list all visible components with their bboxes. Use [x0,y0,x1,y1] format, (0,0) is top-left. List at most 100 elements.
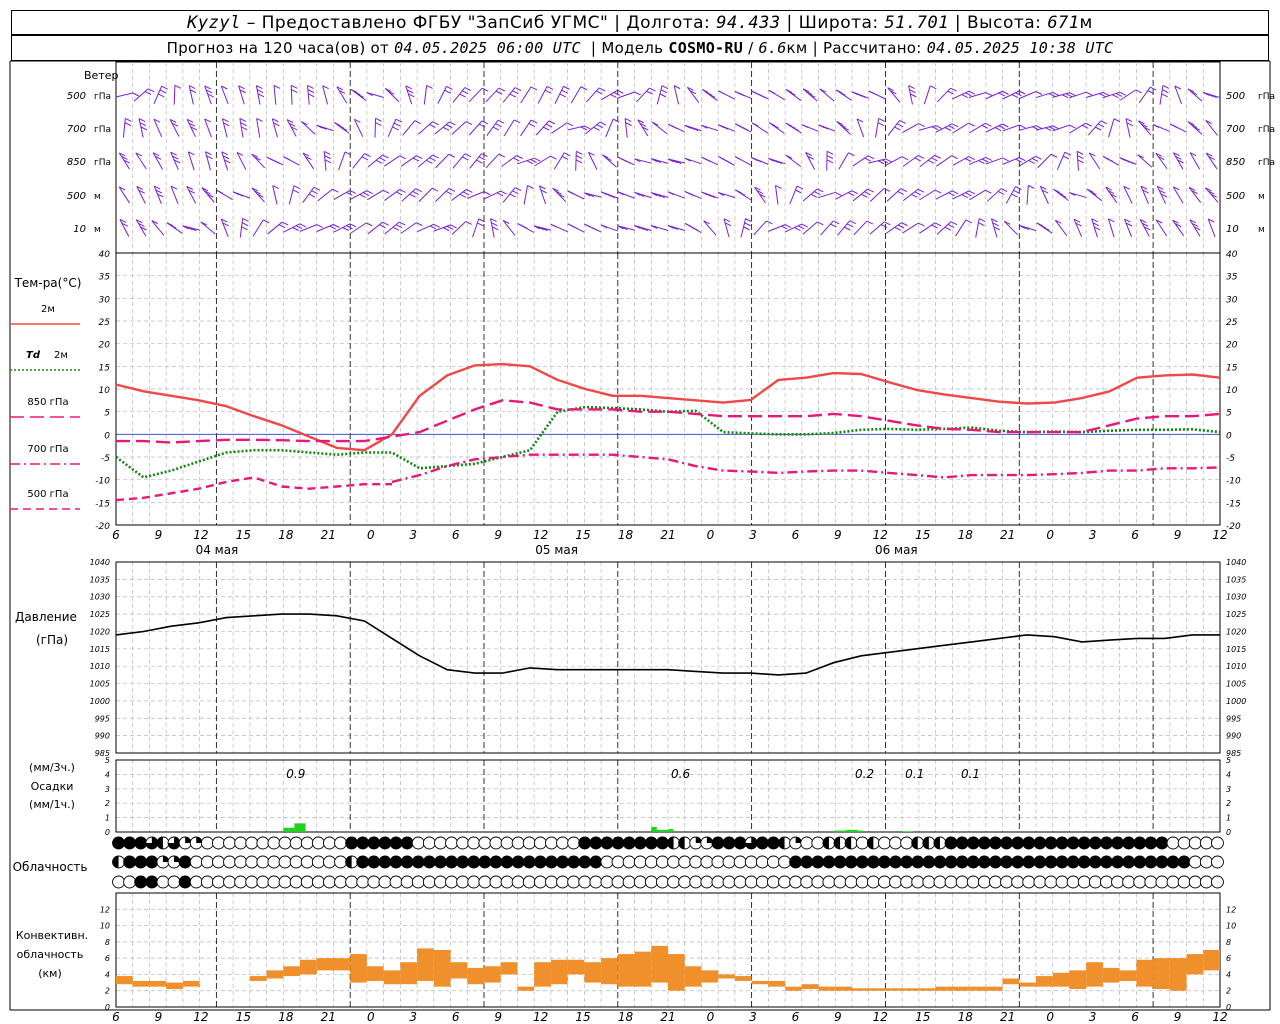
cloud-symbol [556,836,569,850]
wind-barb [1174,85,1183,105]
time-tick: 15 [575,528,590,542]
cloud-symbol [789,855,803,869]
cloud-symbol [1077,836,1091,850]
cloud-symbol [1188,836,1202,850]
cloud-symbol [656,875,669,889]
cloud-symbol [1122,836,1136,850]
wind-barb [387,118,403,138]
wind-barb [374,117,382,138]
cloud-symbol [1033,855,1047,869]
wind-barb [251,187,265,203]
cloud-symbol [844,855,858,869]
wind-barb [1152,124,1170,132]
cloud-symbol [611,836,625,850]
wind-barb [272,185,279,205]
wind-barb [267,221,289,235]
wind-barb [751,157,769,165]
cloud-symbol [955,836,969,850]
wind-barb [1205,152,1218,170]
title-separator: – [246,12,256,33]
wind-barb [170,185,179,205]
wind-barb [255,85,265,105]
cloud-symbol [1166,855,1180,869]
cloud-symbol [800,836,814,850]
time-tick: 12 [1212,528,1227,542]
wind-barb [367,221,389,235]
wind-barb [634,158,652,164]
cloud-symbol [678,875,692,889]
wind-barb [617,225,635,231]
cloud-symbol [933,855,947,869]
cloud-symbol [1066,836,1080,850]
cloud-symbol [722,855,736,869]
wind-barb [768,122,785,134]
wind-barb [740,218,752,238]
wind-barb [969,122,992,134]
convective-bar [534,962,551,987]
wind-barb [887,119,906,136]
wind-barb [1037,153,1058,169]
wind-level-unit-left: гПа [94,92,111,102]
pressure-tick-left: 1040 [90,558,110,567]
time-tick: 18 [278,528,294,542]
cloud-symbol [933,875,947,889]
conv-tick-right: 0 [1226,1003,1231,1012]
convective-bar [433,950,451,987]
wind-barb [182,225,200,232]
wind-barb [118,152,130,170]
cloud-symbol [733,836,747,850]
cloud-symbol [789,836,803,850]
wind-barb [173,84,182,105]
cloud-symbol [1022,836,1036,850]
precip-bar [907,831,914,832]
convective-bar [718,974,735,979]
cloud-symbol [1044,855,1058,869]
wind-barb [919,222,942,234]
convective-bar [484,966,501,983]
wind-barb [416,223,440,233]
wind-barb [1003,220,1018,236]
pressure-tick-right: 1030 [1226,593,1246,602]
wind-barb [220,218,229,238]
cloud-symbol [323,836,336,850]
precip-amount-label: 0.2 [855,767,874,781]
cloud-symbol [345,836,359,850]
wind-barb [1202,91,1221,99]
wind-barb [302,152,315,170]
pressure-title: Давление [15,610,77,624]
time-tick: 3 [1089,528,1097,542]
forecast-label: Прогноз на 120 часа(ов) от [166,39,390,57]
time-tick: 12 [533,528,548,542]
pressure-tick-right: 985 [1226,749,1241,758]
cloud-symbol [267,855,281,869]
wind-barb [936,221,958,235]
wind-barb [271,118,280,138]
conv-tick-right: 4 [1226,970,1231,979]
wind-barb [751,122,769,134]
precip-unit-3h: (мм/3ч.) [29,761,75,774]
cloud-symbol [989,875,1002,889]
convective-bar [467,967,484,985]
wind-barb [684,157,702,165]
wind-barb [204,85,214,105]
wind-barb [852,155,875,167]
convective-bar [1169,958,1187,991]
cloud-symbol [689,855,703,869]
wind-barb [400,222,423,234]
cloud-symbol [711,855,725,869]
cloud-symbol [1044,836,1058,850]
cloud-symbol [800,855,814,869]
wind-barb [502,87,522,103]
conv-tick-left: 12 [100,905,110,914]
convective-title-2: облачность [17,948,84,961]
wind-barb [517,157,541,165]
wind-level-unit-left: гПа [94,158,111,168]
cloud-symbol [489,875,503,889]
wind-barb [968,92,993,98]
convective-bar [333,958,351,971]
convective-bar [249,976,267,981]
convective-bar [1086,962,1103,987]
convective-bar [1153,958,1170,990]
convective-bar [801,984,819,990]
cloud-symbol [900,875,914,889]
